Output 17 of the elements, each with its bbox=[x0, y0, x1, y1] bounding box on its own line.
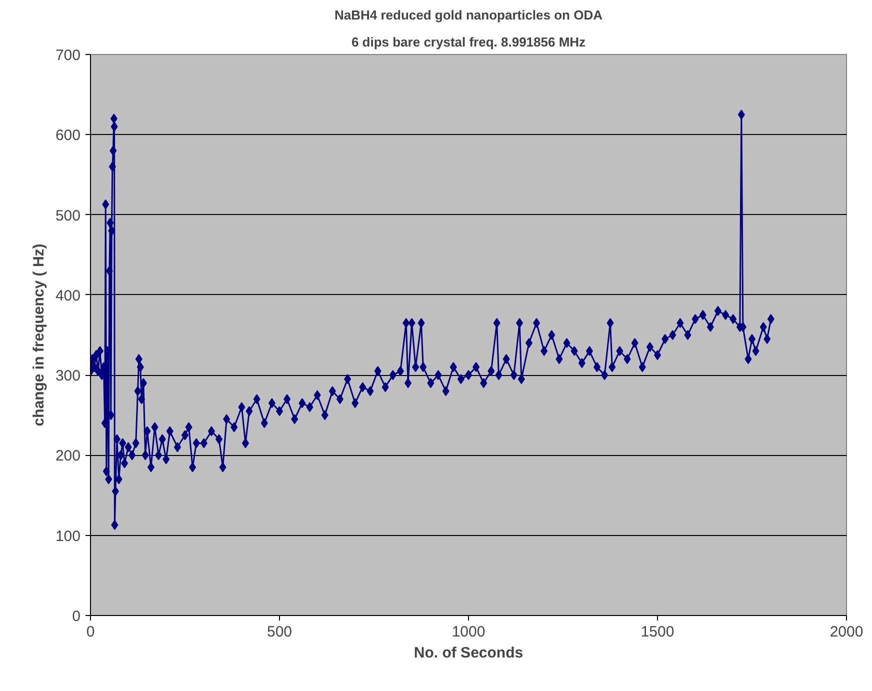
x-tick-label: 500 bbox=[266, 624, 292, 640]
chart-subtitle: 6 dips bare crystal freq. 8.991856 MHz bbox=[351, 34, 586, 50]
x-tick-label: 1500 bbox=[640, 624, 674, 640]
y-tick-label: 200 bbox=[55, 448, 81, 465]
x-tick-label: 2000 bbox=[830, 624, 864, 640]
x-tick-label: 0 bbox=[86, 624, 95, 640]
y-tick-label: 600 bbox=[55, 127, 81, 144]
y-tick-label: 0 bbox=[72, 608, 80, 625]
y-tick-label: 700 bbox=[55, 47, 81, 64]
y-tick-label: 100 bbox=[55, 528, 81, 545]
y-tick-label: 300 bbox=[55, 368, 81, 385]
x-tick-label: 1000 bbox=[452, 624, 486, 640]
chart-title: NaBH4 reduced gold nanoparticles on ODA bbox=[334, 8, 604, 22]
y-tick-label: 500 bbox=[55, 207, 81, 224]
x-axis-title: No. of Seconds bbox=[414, 644, 524, 662]
y-axis-title: change in frequency ( Hz) bbox=[30, 244, 48, 426]
y-tick-label: 400 bbox=[55, 287, 81, 304]
